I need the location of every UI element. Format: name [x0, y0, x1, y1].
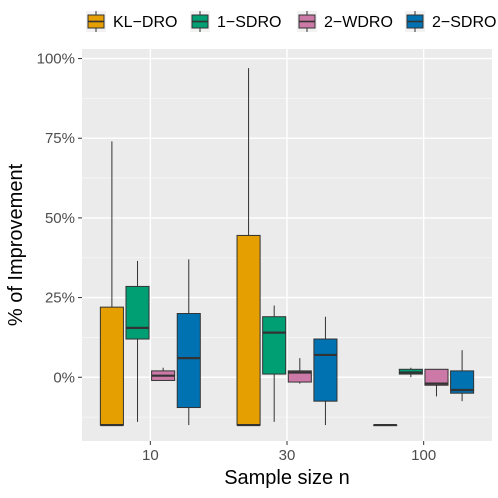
box-1−SDRO-30: [262, 305, 287, 422]
box-body: [236, 234, 261, 426]
box-body: [99, 306, 124, 426]
x-axis-title: Sample size n: [224, 467, 350, 489]
legend-label: 2−SDRO: [432, 14, 496, 31]
box-1−SDRO-10: [125, 260, 150, 422]
box-2−SDRO-30: [313, 316, 338, 426]
y-tick-label: 25%: [45, 290, 75, 307]
y-tick-label: 75%: [45, 130, 75, 147]
box-2−WDRO-10: [151, 367, 176, 381]
box-body: [125, 285, 150, 340]
box-KL−DRO-10: [99, 141, 124, 427]
legend-item: 2−SDRO: [405, 11, 496, 32]
box-KL−DRO-30: [236, 68, 261, 427]
y-tick-label: 0%: [53, 369, 75, 386]
legend-item: KL−DRO: [86, 11, 177, 32]
legend-item: 1−SDRO: [190, 11, 281, 32]
box-2−SDRO-10: [176, 259, 201, 426]
box-2−WDRO-30: [287, 358, 312, 384]
y-tick-label: 100%: [37, 51, 75, 68]
box-body: [287, 370, 312, 383]
box-2−SDRO-100: [450, 350, 475, 402]
legend-label: KL−DRO: [113, 14, 177, 31]
x-tick-label: 100: [411, 447, 436, 464]
y-axis: 0% 25% 50% 75% 100%: [37, 51, 82, 386]
x-tick-label: 10: [142, 447, 159, 464]
legend-item: 2−WDRO: [297, 11, 393, 32]
x-axis: 10 30 100: [142, 441, 436, 464]
box-body: [450, 370, 475, 394]
box-body: [262, 316, 287, 375]
box-KL−DRO-100: [373, 423, 398, 427]
y-tick-label: 50%: [45, 210, 75, 227]
legend-label: 2−WDRO: [324, 14, 393, 31]
box-1−SDRO-100: [398, 367, 423, 378]
legend: KL−DRO 1−SDRO 2−WDRO 2−SDRO: [86, 11, 496, 32]
box-2−WDRO-100: [424, 368, 449, 397]
grid: [82, 49, 492, 441]
box-body: [424, 368, 449, 386]
x-tick-label: 30: [279, 447, 296, 464]
box-body: [313, 338, 338, 402]
box-body: [176, 313, 201, 409]
legend-label: 1−SDRO: [217, 14, 281, 31]
box-layer: [99, 68, 475, 427]
y-axis-title: % of Improvement: [5, 163, 27, 326]
